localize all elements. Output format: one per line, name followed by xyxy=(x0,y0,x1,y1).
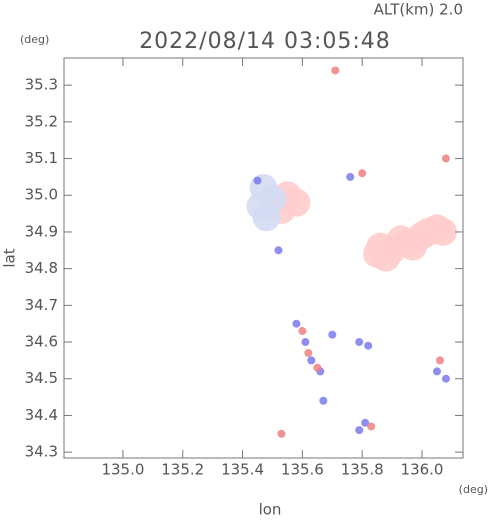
chart-title: 2022/08/14 03:05:48 xyxy=(139,29,391,54)
echo xyxy=(298,327,307,336)
echo xyxy=(307,356,316,365)
echo xyxy=(331,66,340,75)
y-tick-label: 34.5 xyxy=(25,369,58,387)
echo xyxy=(301,338,310,347)
echo xyxy=(319,396,328,405)
x-unit: (deg) xyxy=(459,483,488,496)
echo xyxy=(355,426,364,435)
echo xyxy=(367,422,376,431)
echo xyxy=(366,232,395,261)
echo xyxy=(304,349,313,358)
altitude-label: ALT(km) 2.0 xyxy=(374,1,463,19)
echo xyxy=(364,341,373,350)
echo xyxy=(441,374,450,383)
echo xyxy=(313,363,322,372)
echo xyxy=(441,154,450,163)
echo xyxy=(274,246,283,255)
x-tick-label: 135.0 xyxy=(101,461,144,479)
y-tick-label: 34.3 xyxy=(25,443,58,461)
x-axis-label: lon xyxy=(259,501,282,519)
y-tick-label: 34.7 xyxy=(25,296,58,314)
x-tick-label: 135.6 xyxy=(281,461,324,479)
x-tick-label: 136.0 xyxy=(401,461,444,479)
echo xyxy=(428,217,457,246)
echo xyxy=(358,169,367,178)
y-tick-label: 35.2 xyxy=(25,112,58,130)
echo xyxy=(435,356,444,365)
y-tick-label: 34.4 xyxy=(25,406,58,424)
y-tick-label: 35.3 xyxy=(25,76,58,94)
x-tick-label: 135.2 xyxy=(161,461,204,479)
y-axis-label: lat xyxy=(1,248,19,267)
y-tick-label: 34.6 xyxy=(25,333,58,351)
y-tick-label: 34.8 xyxy=(25,259,58,277)
echo xyxy=(249,173,278,202)
y-tick-label: 35.0 xyxy=(25,186,58,204)
echo xyxy=(292,319,301,328)
echo xyxy=(346,172,355,181)
y-tick-label: 34.9 xyxy=(25,222,58,240)
x-tick-label: 135.4 xyxy=(221,461,264,479)
plot-frame xyxy=(63,57,464,459)
echo xyxy=(361,418,370,427)
echo xyxy=(328,330,337,339)
y-tick-label: 35.1 xyxy=(25,149,58,167)
y-unit: (deg) xyxy=(20,33,49,46)
echo xyxy=(277,429,286,438)
echo xyxy=(432,367,441,376)
x-tick-label: 135.8 xyxy=(341,461,384,479)
echo xyxy=(355,338,364,347)
echo xyxy=(253,176,262,185)
